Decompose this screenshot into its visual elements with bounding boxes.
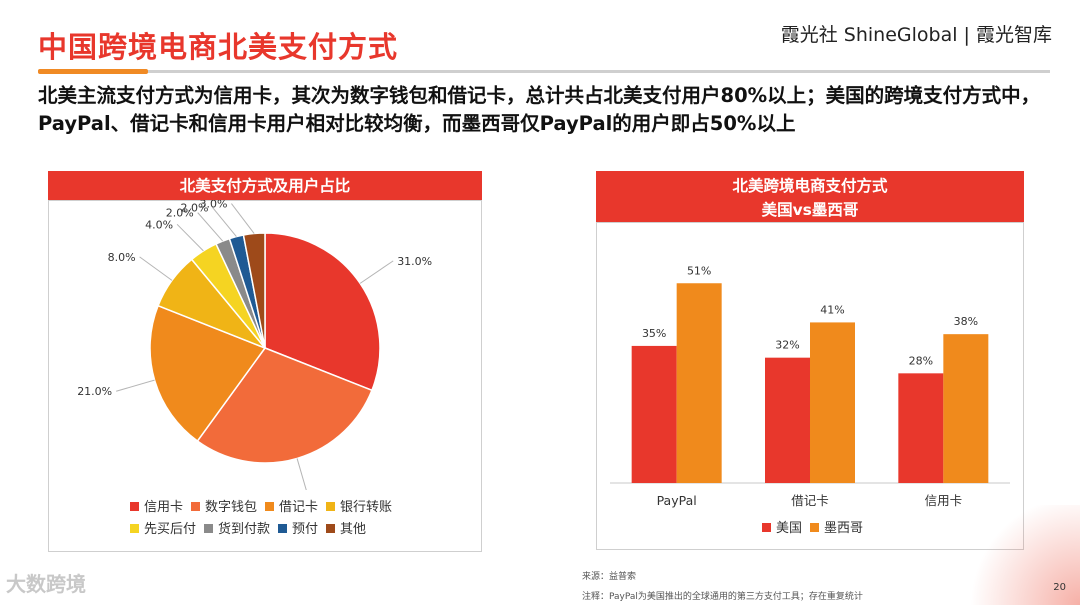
brand-logo: 霞光社 ShineGlobal | 霞光智库 [780,24,1052,46]
bar-chart-title-line2: 美国vs墨西哥 [761,201,859,219]
bar [631,345,677,483]
bar-data-label: 41% [820,303,844,316]
pie-data-label: 2.0% [166,207,194,220]
title-divider [38,70,1050,73]
pie-chart-title: 北美支付方式及用户占比 [48,171,482,201]
legend-swatch [204,524,214,533]
footnote: 注释：PayPal为美国推出的全球通用的第三方支付工具；存在重复统计 [582,592,863,602]
legend-label: 美国 [776,521,803,536]
pie-legend-item: 货到付款 [204,518,270,537]
legend-label: 银行转账 [340,500,393,515]
bar [898,373,944,483]
bar-chart-title-line1: 北美跨境电商支付方式 [732,177,888,195]
pie-legend-row: 信用卡 数字钱包 借记卡 银行转账 [130,496,400,518]
bar-legend-item: 美国 [762,517,802,536]
title-divider-accent [38,69,148,74]
pie-leader-line [212,206,237,237]
legend-swatch [326,524,336,533]
pie-legend-item: 借记卡 [265,496,318,515]
pie-data-label: 4.0% [145,218,173,231]
page-title: 中国跨境电商北美支付方式 [38,30,399,64]
bar [943,334,989,483]
pie-legend-item: 信用卡 [130,496,183,515]
bar-data-label: 32% [775,339,799,352]
pie-legend-item: 银行转账 [326,496,392,515]
legend-label: 预付 [292,522,319,537]
pie-slice [196,347,373,464]
pie-leader-line [197,212,224,242]
x-tick-label: 借记卡 [791,493,829,508]
legend-swatch [326,502,336,511]
pie-leader-line [116,379,155,392]
legend-label: 借记卡 [279,500,319,515]
x-tick-label: PayPal [657,493,697,508]
pie-leader-line [296,458,307,490]
bar-chart: 35% 51% PayPal 32% 41% 借记卡 28% 38% 信用卡 [610,264,1010,508]
corner-decoration [960,505,1080,605]
pie-data-label: 21.0% [77,385,112,398]
legend-swatch [130,502,139,511]
legend-swatch [130,524,139,533]
legend-swatch [278,524,288,533]
pie-leader-line [139,256,173,281]
pie-data-label: 2.0% [180,201,208,214]
legend-swatch [810,523,820,532]
legend-swatch [265,502,275,511]
pie-data-label: 8.0% [108,251,136,264]
pie-legend-item: 先买后付 [130,518,196,537]
pie-chart-legend: 信用卡 数字钱包 借记卡 银行转账先买后付 货到付款 预付 其他 [130,496,400,540]
bar [765,357,810,483]
source-note: 来源：益普索 [582,572,637,582]
bar-data-label: 28% [909,354,933,367]
pie-legend-item: 其他 [326,518,366,537]
pie-leader-line [231,203,255,234]
bar-data-label: 35% [642,327,666,340]
pie-leader-line [359,260,394,284]
pie-legend-item: 预付 [278,518,318,537]
pie-data-label: 31.0% [397,255,432,268]
bar-chart-legend: 美国 墨西哥 [762,517,871,536]
legend-swatch [762,523,771,532]
pie-leader-line [176,223,204,252]
bar [810,322,855,483]
bar-chart-title: 北美跨境电商支付方式 美国vs墨西哥 [596,171,1024,223]
watermark-logo: 大数跨境 [6,572,86,596]
legend-swatch [191,502,201,511]
bar-data-label: 51% [687,264,711,277]
bar [676,283,722,483]
pie-data-label: 3.0% [199,200,227,211]
page-number: 20 [1053,582,1066,593]
page-subtitle: 北美主流支付方式为信用卡，其次为数字钱包和借记卡，总计共占北美支付用户80%以上… [38,84,1041,135]
bar-legend-item: 墨西哥 [810,517,863,536]
legend-label: 其他 [340,522,367,537]
pie-legend-row: 先买后付 货到付款 预付 其他 [130,518,400,540]
legend-label: 货到付款 [218,522,271,537]
pie-legend-item: 数字钱包 [191,496,257,515]
legend-label: 数字钱包 [205,500,258,515]
pie-slice [264,232,381,392]
x-tick-label: 信用卡 [925,493,963,508]
legend-label: 墨西哥 [824,521,864,536]
pie-chart: 31.0%29.0%21.0%8.0%4.0%2.0%2.0%3.0% [77,200,432,490]
pie-slice [149,304,267,443]
legend-label: 先买后付 [144,522,197,537]
legend-label: 信用卡 [144,500,184,515]
bar-data-label: 38% [954,315,978,328]
